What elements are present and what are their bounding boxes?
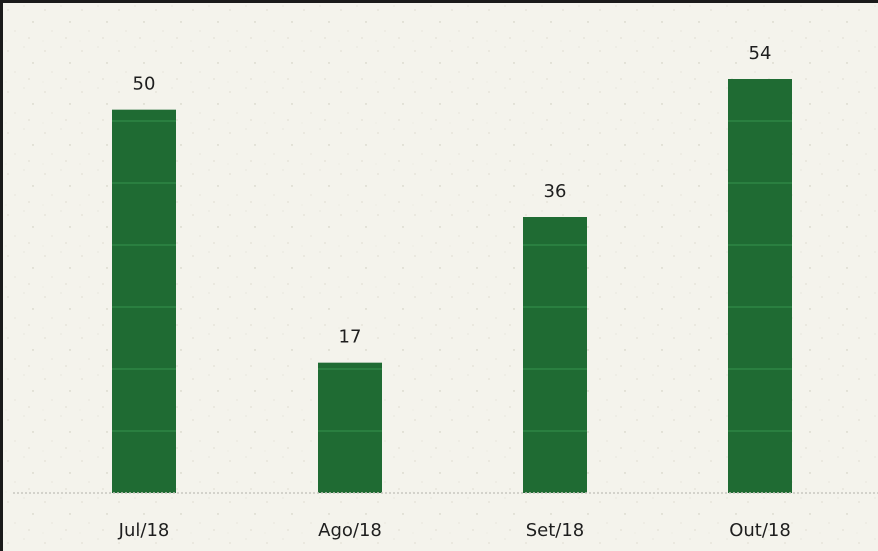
bar-out-18 (728, 79, 792, 493)
data-label: 54 (749, 43, 772, 64)
x-tick-label: Set/18 (526, 520, 585, 541)
bar-set-18 (523, 217, 587, 493)
x-tick-label: Out/18 (729, 520, 791, 541)
bar (112, 109, 176, 494)
bar (523, 217, 587, 493)
bar (318, 362, 382, 493)
category-labels-group: Jul/18 Ago/18 Set/18 Out/18 (118, 520, 791, 541)
data-label: 36 (544, 181, 567, 202)
data-label: 50 (133, 74, 156, 95)
bar-jul-18 (112, 109, 176, 494)
bar-chart: 50 17 36 54 Jul/18 Ago/18 Set/18 Out/18 (3, 3, 878, 551)
x-tick-label: Jul/18 (118, 520, 170, 541)
bar (728, 79, 792, 493)
x-tick-label: Ago/18 (318, 520, 382, 541)
data-labels-group: 50 17 36 54 (133, 43, 772, 348)
bar-ago-18 (318, 362, 382, 493)
data-label: 17 (339, 327, 362, 348)
bars-group (112, 79, 792, 494)
